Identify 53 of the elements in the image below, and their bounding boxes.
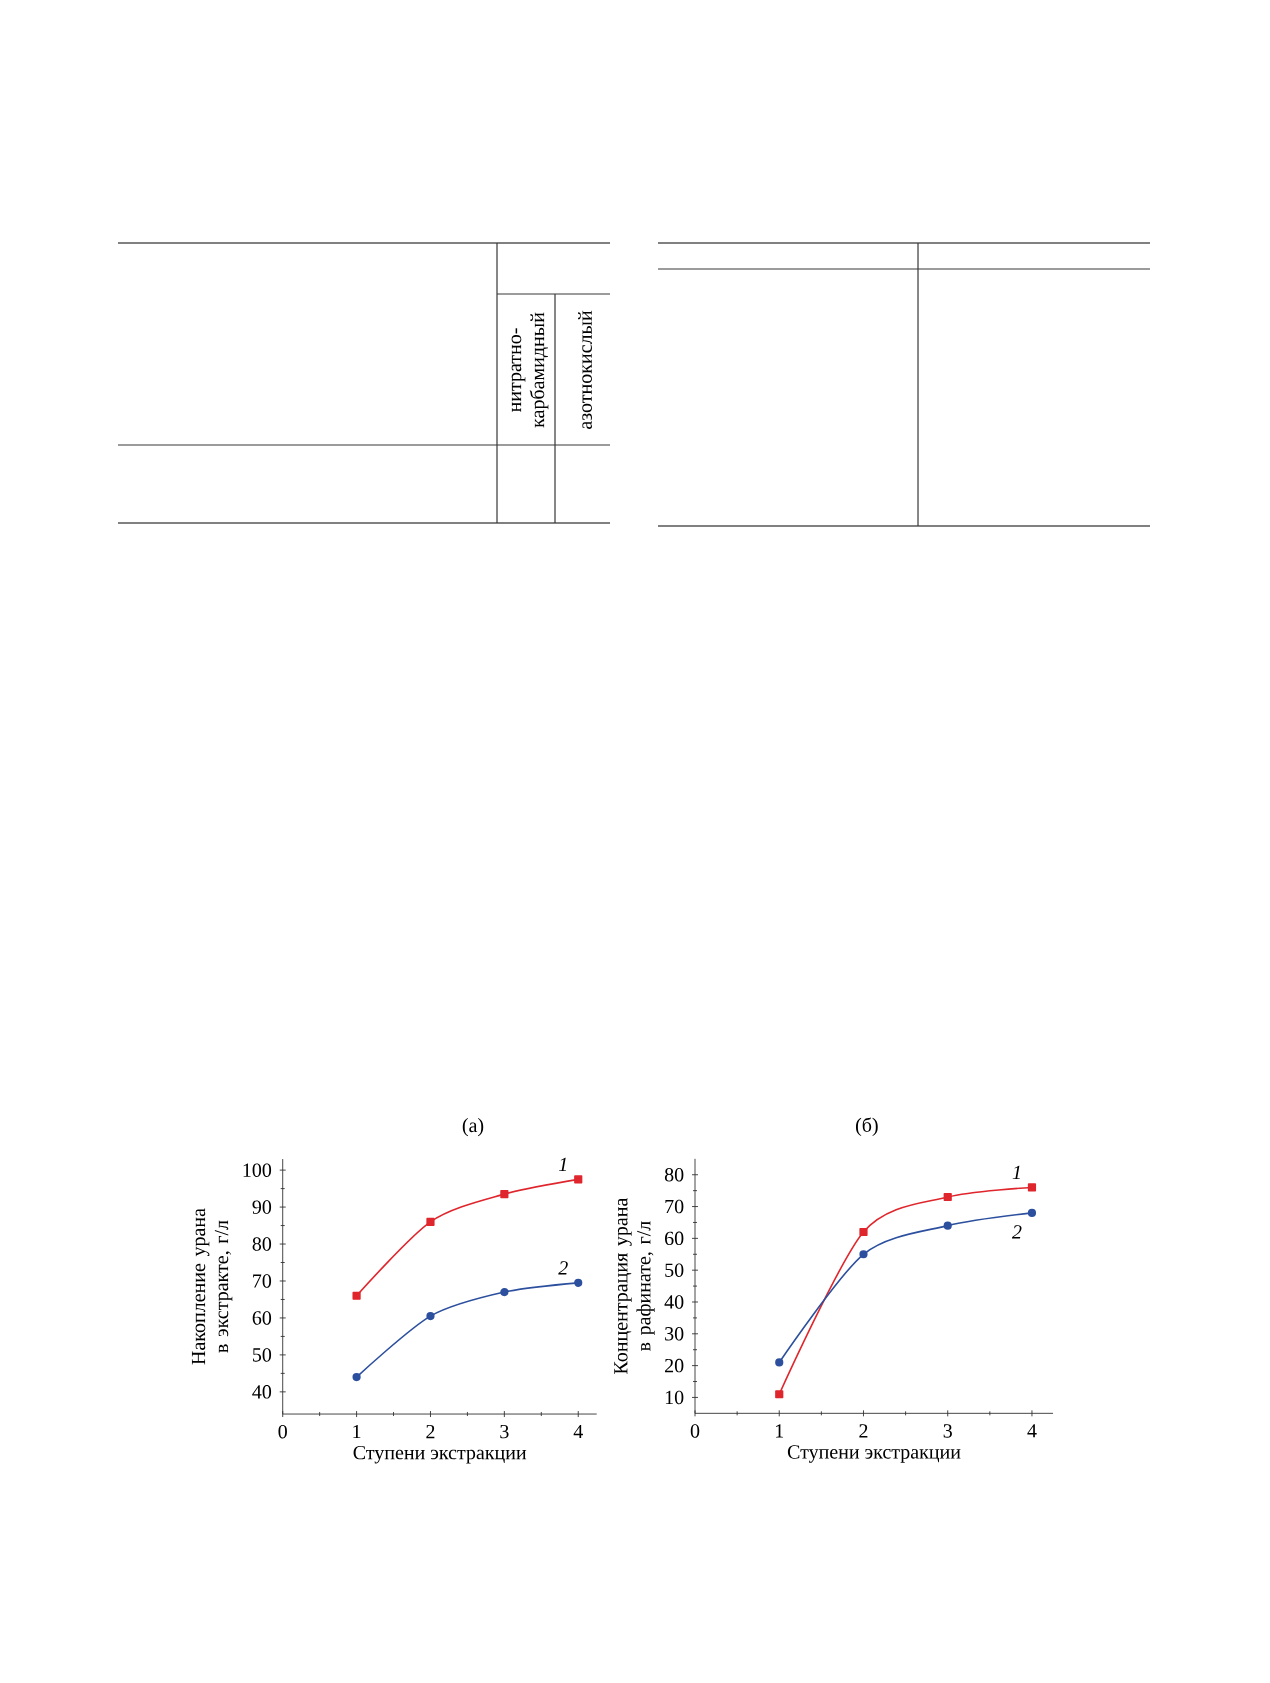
- y-tick-label: 40: [252, 1385, 272, 1399]
- y-tick-label: 60: [665, 1231, 684, 1246]
- y-axis-title: Накопление урана в экстракте, г/л: [191, 1208, 233, 1365]
- text: нитратно-карбамидный: [511, 312, 549, 428]
- point: [859, 1250, 868, 1259]
- x-tick-label: 3: [500, 1424, 509, 1439]
- point: [352, 1291, 361, 1300]
- text: азотнокислый: [578, 310, 592, 429]
- x-tick-label: 0: [278, 1424, 287, 1439]
- point: [500, 1287, 509, 1297]
- x-tick-label: 4: [1027, 1424, 1037, 1438]
- y-tick-label: 50: [665, 1263, 684, 1277]
- x-tick-label: 3: [943, 1424, 952, 1438]
- y-tick-label: 50: [253, 1348, 272, 1362]
- point: [574, 1175, 583, 1184]
- y-axis-title: Концентрация урана в рафинате, г/л: [614, 1197, 655, 1374]
- y-tick-label: 70: [665, 1199, 684, 1214]
- chart-title: (б): [855, 1117, 878, 1136]
- y-tick-label: 30: [665, 1327, 684, 1341]
- y-tick-label: 80: [252, 1237, 272, 1251]
- series-label: 2: [558, 1261, 568, 1275]
- point: [943, 1221, 952, 1230]
- y-tick-label: 100: [243, 1163, 272, 1177]
- series-label: 1: [558, 1157, 567, 1171]
- x-tick-label: 1: [776, 1424, 784, 1438]
- y-tick-label: 70: [253, 1274, 272, 1288]
- y-tick-label: 40: [664, 1295, 684, 1309]
- x-axis-title: Ступени экстракции: [353, 1445, 527, 1464]
- x-tick-label: 1: [353, 1424, 361, 1439]
- point: [352, 1372, 361, 1382]
- y-tick-label: 90: [252, 1200, 272, 1214]
- point: [859, 1227, 868, 1237]
- point: [775, 1358, 784, 1367]
- x-tick-label: 2: [859, 1424, 868, 1438]
- point: [426, 1312, 435, 1321]
- point: [943, 1192, 952, 1202]
- y-tick-label: 10: [665, 1390, 684, 1405]
- x-axis-title: Ступени экстракции: [787, 1445, 961, 1463]
- y-tick-label: 80: [664, 1168, 684, 1182]
- x-tick-label: 4: [573, 1424, 583, 1439]
- point: [500, 1190, 509, 1199]
- series-label: 2: [1011, 1225, 1022, 1239]
- point: [775, 1390, 784, 1399]
- point: [1027, 1208, 1037, 1218]
- y-tick-label: 20: [665, 1358, 684, 1373]
- point: [574, 1278, 583, 1287]
- x-tick-label: 2: [426, 1424, 435, 1439]
- series-label: 1: [1012, 1165, 1020, 1180]
- chart-title: (а): [462, 1118, 484, 1137]
- x-tick-label: 0: [690, 1424, 700, 1438]
- y-tick-label: 60: [252, 1311, 272, 1325]
- point: [1027, 1183, 1037, 1192]
- point: [426, 1217, 435, 1226]
